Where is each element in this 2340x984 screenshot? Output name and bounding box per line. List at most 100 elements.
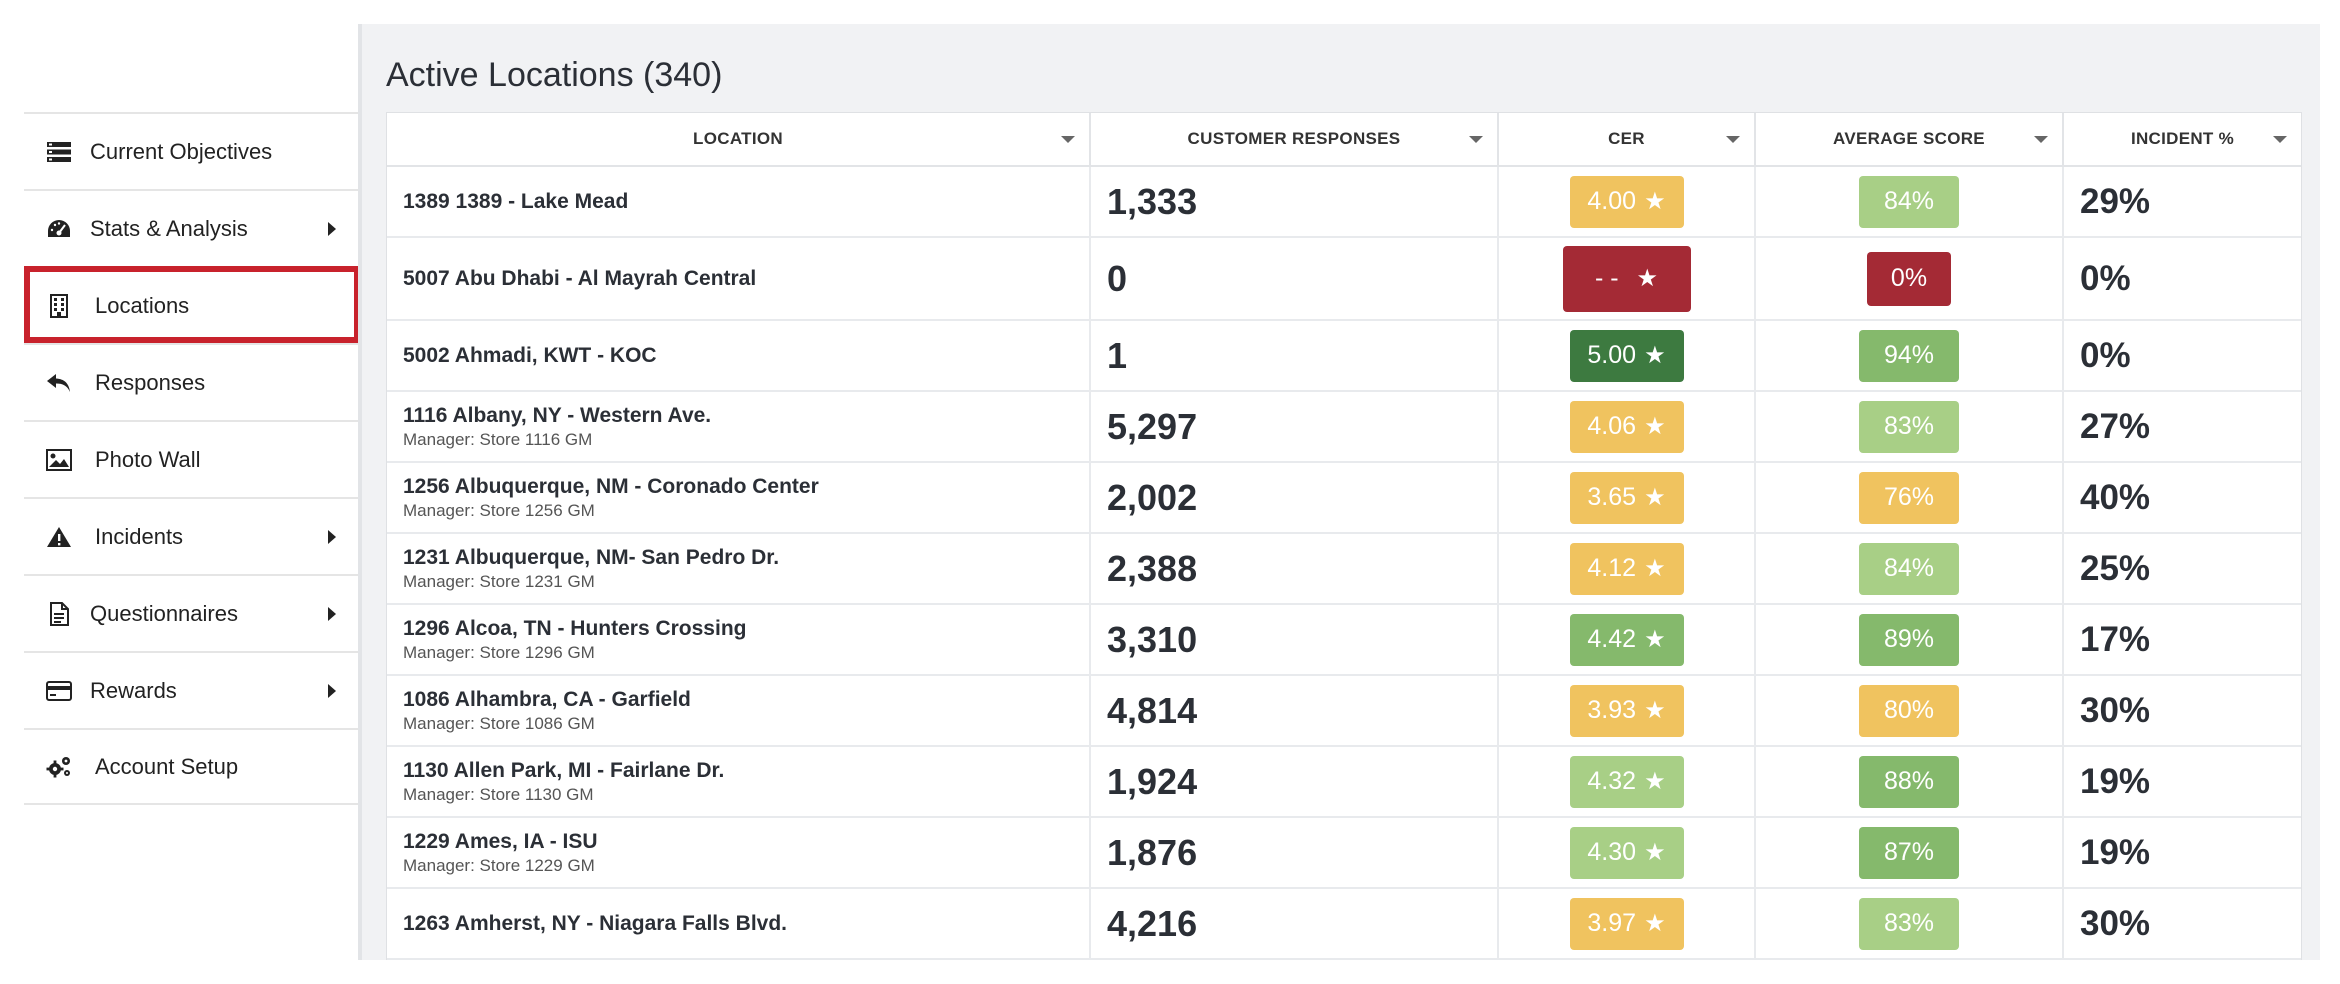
cell-responses: 0: [1090, 237, 1499, 321]
location-name-link[interactable]: 1229 Ames, IA - ISU: [403, 829, 598, 853]
table-row[interactable]: 1130 Allen Park, MI - Fairlane Dr. Manage…: [387, 746, 2301, 818]
score-badge: 84%: [1859, 542, 1959, 595]
cell-cer: - - ★: [1498, 237, 1756, 321]
column-header-label: CUSTOMER RESPONSES: [1187, 129, 1401, 148]
cell-location: 1296 Alcoa, TN - Hunters Crossing Manager…: [387, 604, 1091, 676]
cer-value: 4.12: [1587, 554, 1637, 582]
column-header-incident-pct[interactable]: INCIDENT %: [2063, 113, 2301, 167]
nav-current-objectives[interactable]: Current Objectives: [24, 112, 360, 189]
table-row[interactable]: 1086 Alhambra, CA - Garfield Manager: Sto…: [387, 675, 2301, 747]
location-manager: Manager: Store 1086 GM: [403, 713, 595, 733]
table-row[interactable]: 1263 Amherst, NY - Niagara Falls Blvd. 4,…: [387, 888, 2301, 960]
table-row[interactable]: 1229 Ames, IA - ISU Manager: Store 1229 G…: [387, 817, 2301, 889]
incident-percent: 17%: [2080, 619, 2151, 659]
score-badge: 88%: [1859, 755, 1959, 808]
star-icon: ★: [1644, 909, 1666, 937]
location-manager: Manager: Store 1256 GM: [403, 500, 595, 520]
cell-responses: 1,924: [1090, 746, 1499, 818]
cell-location: 1256 Albuquerque, NM - Coronado Center Ma…: [387, 462, 1091, 534]
cell-incident: 17%: [2063, 604, 2301, 676]
table-row[interactable]: 1389 1389 - Lake Mead 1,333 4.00 ★ 84% 29%: [387, 166, 2301, 238]
cell-cer: 4.12 ★: [1498, 533, 1756, 605]
caret-right-icon: [328, 606, 336, 621]
nav-item-label: Account Setup: [95, 753, 239, 779]
caret-right-icon: [328, 529, 336, 544]
nav-responses[interactable]: Responses: [24, 343, 360, 420]
cell-average-score: 84%: [1755, 533, 2064, 605]
column-header-label: AVERAGE SCORE: [1833, 129, 1985, 148]
gears-icon: [44, 754, 74, 780]
nav-item-label: Responses: [95, 369, 206, 395]
cell-location: 1263 Amherst, NY - Niagara Falls Blvd.: [387, 888, 1091, 960]
nav-incidents[interactable]: Incidents: [24, 497, 360, 574]
table-row[interactable]: 5002 Ahmadi, KWT - KOC 1 5.00 ★ 94% 0%: [387, 320, 2301, 392]
response-count: 0: [1107, 257, 1128, 299]
cer-value: 3.93: [1587, 696, 1637, 724]
cell-incident: 25%: [2063, 533, 2301, 605]
incident-percent: 19%: [2080, 832, 2151, 872]
column-header-label: LOCATION: [693, 129, 783, 148]
cell-average-score: 94%: [1755, 320, 2064, 392]
location-name-link[interactable]: 5002 Ahmadi, KWT - KOC: [403, 343, 657, 367]
credit-card-icon: [44, 678, 74, 704]
cer-badge: - - ★: [1562, 245, 1691, 312]
incident-percent: 19%: [2080, 761, 2151, 801]
cell-cer: 3.93 ★: [1498, 675, 1756, 747]
nav-questionnaires[interactable]: Questionnaires: [24, 574, 360, 651]
image-icon: [44, 447, 74, 473]
column-header-customer-responses[interactable]: CUSTOMER RESPONSES: [1090, 113, 1499, 167]
incident-percent: 0%: [2080, 335, 2131, 375]
reply-icon: [44, 370, 74, 396]
location-name-link[interactable]: 1130 Allen Park, MI - Fairlane Dr.: [403, 758, 725, 782]
nav-stats-analysis[interactable]: Stats & Analysis: [24, 189, 360, 266]
location-name-link[interactable]: 1389 1389 - Lake Mead: [403, 189, 629, 213]
score-badge: 89%: [1859, 613, 1959, 666]
location-name-link[interactable]: 1256 Albuquerque, NM - Coronado Center: [403, 474, 819, 498]
nav-photo-wall[interactable]: Photo Wall: [24, 420, 360, 497]
location-name-link[interactable]: 1231 Albuquerque, NM- San Pedro Dr.: [403, 545, 780, 569]
cell-responses: 3,310: [1090, 604, 1499, 676]
response-count: 5,297: [1107, 405, 1198, 447]
location-manager: Manager: Store 1116 GM: [403, 429, 593, 449]
cell-responses: 2,002: [1090, 462, 1499, 534]
table-row[interactable]: 1231 Albuquerque, NM- San Pedro Dr. Manag…: [387, 533, 2301, 605]
incident-percent: 30%: [2080, 690, 2151, 730]
cell-incident: 19%: [2063, 817, 2301, 889]
score-badge: 83%: [1859, 897, 1959, 950]
cell-responses: 1: [1090, 320, 1499, 392]
cell-location: 5007 Abu Dhabi - Al Mayrah Central: [387, 237, 1091, 321]
cer-badge: 4.00 ★: [1569, 175, 1684, 228]
nav-item-label: Stats & Analysis: [90, 215, 248, 241]
cell-location: 5002 Ahmadi, KWT - KOC: [387, 320, 1091, 392]
nav-item-label: Rewards: [90, 677, 177, 703]
nav-locations[interactable]: Locations: [24, 266, 360, 343]
location-name-link[interactable]: 1263 Amherst, NY - Niagara Falls Blvd.: [403, 911, 787, 935]
location-name-link[interactable]: 5007 Abu Dhabi - Al Mayrah Central: [403, 266, 757, 290]
star-icon: ★: [1644, 838, 1666, 866]
location-name-link[interactable]: 1086 Alhambra, CA - Garfield: [403, 687, 691, 711]
score-badge: 80%: [1859, 684, 1959, 737]
column-header-average-score[interactable]: AVERAGE SCORE: [1755, 113, 2064, 167]
nav-rewards[interactable]: Rewards: [24, 651, 360, 728]
table-row[interactable]: 1256 Albuquerque, NM - Coronado Center Ma…: [387, 462, 2301, 534]
star-icon: ★: [1644, 341, 1666, 369]
nav-account-setup[interactable]: Account Setup: [24, 728, 360, 805]
page-title: Active Locations (340): [386, 56, 723, 94]
cell-incident: 30%: [2063, 675, 2301, 747]
table-row[interactable]: 1296 Alcoa, TN - Hunters Crossing Manager…: [387, 604, 2301, 676]
location-name-link[interactable]: 1296 Alcoa, TN - Hunters Crossing: [403, 616, 747, 640]
building-icon: [44, 293, 74, 319]
table-row[interactable]: 5007 Abu Dhabi - Al Mayrah Central 0 - - ★ 0…: [387, 237, 2301, 321]
cer-value: 4.30: [1587, 838, 1637, 866]
cell-responses: 1,876: [1090, 817, 1499, 889]
column-header-location[interactable]: LOCATION: [387, 113, 1091, 167]
location-name-link[interactable]: 1116 Albany, NY - Western Ave.: [403, 403, 712, 427]
incident-percent: 25%: [2080, 548, 2151, 588]
score-badge: 84%: [1859, 175, 1959, 228]
table-row[interactable]: 1116 Albany, NY - Western Ave. Manager: S…: [387, 391, 2301, 463]
cell-average-score: 83%: [1755, 391, 2064, 463]
column-header-cer[interactable]: CER: [1498, 113, 1756, 167]
response-count: 4,216: [1107, 902, 1198, 944]
cell-average-score: 76%: [1755, 462, 2064, 534]
cell-average-score: 80%: [1755, 675, 2064, 747]
